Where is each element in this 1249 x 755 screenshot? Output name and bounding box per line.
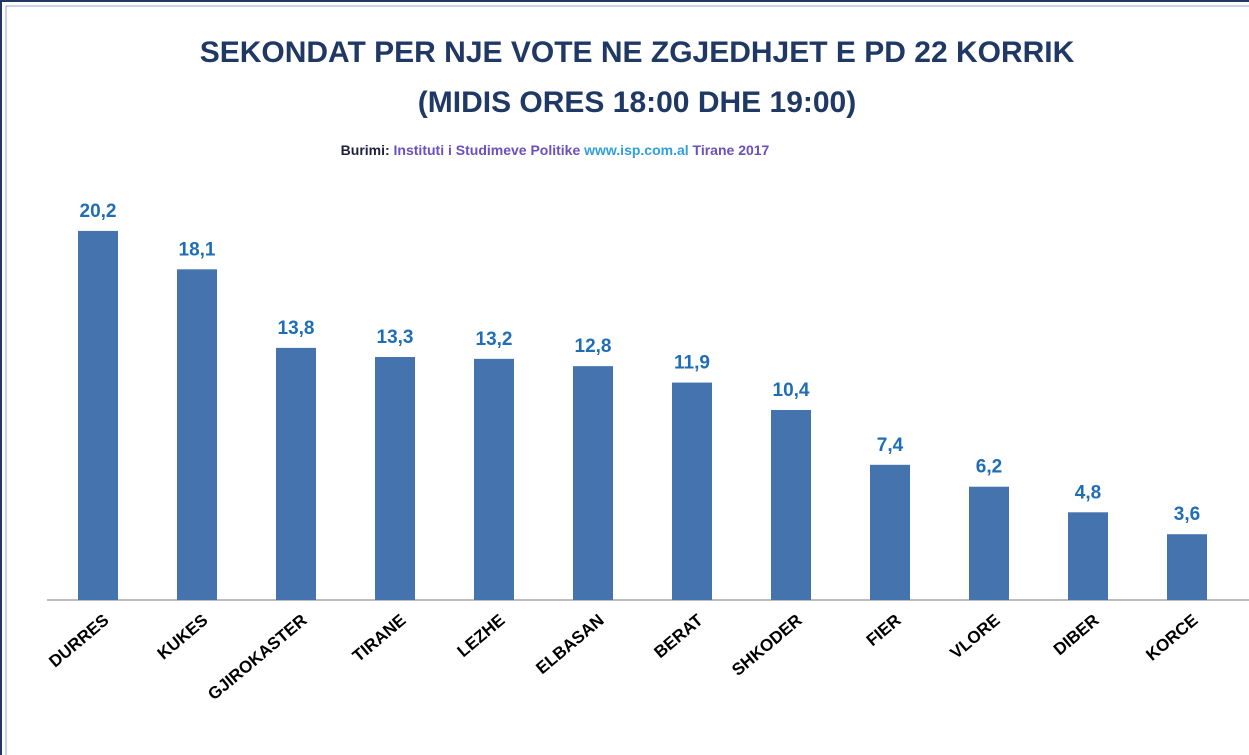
x-tick-label: KORCE (1142, 611, 1201, 665)
bar (177, 269, 217, 600)
x-tick-label: ELBASAN (532, 611, 607, 678)
chart-title: SEKONDAT PER NJE VOTE NE ZGJEDHJET E PD … (200, 36, 1075, 69)
chart-title: (MIDIS ORES 18:00 DHE 19:00) (418, 86, 856, 119)
x-tick-label: DURRES (45, 611, 112, 672)
bar (969, 486, 1009, 600)
bar (276, 347, 316, 600)
value-label: 20,2 (80, 201, 117, 222)
bar (672, 382, 712, 600)
source-label: Burimi: (341, 142, 390, 158)
value-label: 10,4 (773, 380, 810, 401)
source: Burimi: Instituti i Studimeve Politike w… (341, 142, 770, 158)
bar (771, 409, 811, 600)
bar (870, 464, 910, 600)
value-label: 12,8 (575, 336, 612, 357)
x-tick-label: VLORE (946, 611, 1003, 663)
value-label: 18,1 (179, 239, 216, 260)
value-label: 4,8 (1075, 482, 1101, 503)
x-tick-label: LEZHE (454, 611, 509, 661)
value-label: 11,9 (674, 353, 710, 374)
x-tick-label: TIRANE (349, 611, 410, 666)
x-tick-label: FIER (863, 611, 905, 650)
x-tick-label: DIBER (1050, 611, 1103, 660)
x-tick-label: KUKES (154, 611, 212, 664)
bar (78, 230, 118, 601)
value-label: 7,4 (877, 435, 904, 456)
value-label: 13,2 (476, 329, 513, 350)
source-name: Instituti i Studimeve Politike (394, 142, 581, 158)
frame-inner (5, 5, 1249, 755)
bar (1068, 512, 1108, 600)
bar (1167, 534, 1207, 600)
value-label: 6,2 (976, 457, 1002, 478)
x-tick-label: SHKODER (728, 611, 805, 680)
bar (573, 366, 613, 600)
source-place: Tirane 2017 (693, 142, 770, 158)
bar (375, 357, 415, 600)
bar (474, 358, 514, 600)
x-tick-label: BERAT (650, 610, 707, 662)
source-url: www.isp.com.al (583, 142, 689, 158)
value-label: 13,3 (377, 327, 414, 348)
value-label: 3,6 (1174, 504, 1200, 525)
x-tick-label: GJIROKASTER (204, 611, 310, 704)
value-label: 13,8 (278, 318, 315, 339)
